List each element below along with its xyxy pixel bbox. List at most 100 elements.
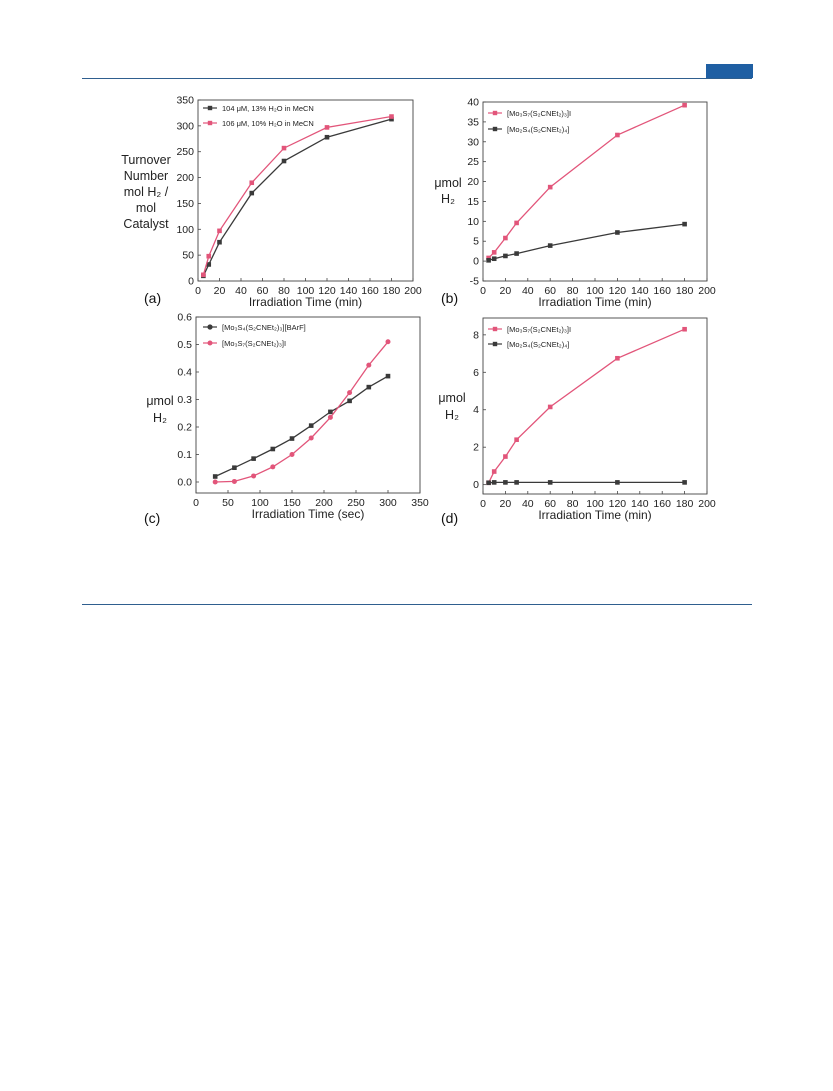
chart-panel-4: 0 20 40 60 80 100 120 140 160 180 200 0 2 4 6 8 Irradiat… [438, 317, 716, 526]
data-point [217, 239, 222, 245]
data-point [682, 102, 687, 108]
panel-label: (d) [441, 510, 458, 526]
legend-label: [Mo₂S₄(S₂CNEt₂)₄] [507, 340, 569, 349]
data-point [486, 480, 491, 486]
data-point [231, 478, 237, 484]
data-point [249, 190, 255, 196]
x-tick-label: 60 [544, 498, 556, 510]
data-point [514, 437, 519, 443]
x-tick-label: 40 [522, 285, 534, 297]
data-point [270, 446, 276, 452]
data-point [682, 480, 687, 485]
y-axis-label-line: Number [124, 169, 168, 183]
x-tick-label: 0 [480, 285, 486, 297]
series-line-2 [202, 115, 392, 275]
y-tick-label: 30 [467, 136, 479, 148]
data-point [289, 436, 295, 441]
data-point [327, 414, 333, 420]
y-axis-label-line: Catalyst [123, 217, 169, 231]
data-point [308, 435, 314, 441]
legend-marker [207, 120, 213, 126]
x-tick-label: 40 [522, 498, 534, 510]
data-point [547, 480, 553, 485]
y-tick-label: 0.1 [177, 449, 192, 461]
y-tick-label: 350 [176, 95, 194, 107]
panel-label: (a) [144, 290, 161, 306]
y-tick-label: 0.3 [177, 394, 192, 406]
x-axis-label: Irradiation Time (min) [538, 295, 651, 309]
x-tick-label: 160 [653, 285, 671, 297]
data-point [389, 116, 394, 122]
data-point [347, 398, 352, 404]
legend-label: [Mo₂S₄(S₂CNEt₂)₄] [507, 125, 569, 134]
x-tick-label: 80 [278, 285, 290, 297]
x-tick-label: 140 [631, 498, 649, 510]
series-line-1 [488, 328, 685, 484]
chart-panel-2: 0 20 40 60 80 100 120 140 160 180 200-505101520253… [434, 97, 716, 310]
data-point [232, 465, 237, 470]
x-tick-label: 180 [383, 285, 401, 297]
data-point [491, 250, 497, 255]
x-axis-label: Irradiation Time (sec) [252, 507, 365, 521]
x-tick-label: 200 [698, 285, 716, 297]
data-point [514, 251, 519, 256]
x-tick-label: 0 [195, 285, 201, 297]
x-tick-label: 100 [586, 285, 604, 297]
x-tick-label: 0 [480, 498, 486, 510]
series-line-1 [202, 118, 392, 277]
data-point [324, 125, 330, 130]
y-axis-label-line: Turnover [121, 153, 171, 167]
data-point [366, 362, 372, 368]
data-point [547, 243, 553, 248]
data-point [324, 134, 330, 140]
data-point [328, 409, 333, 415]
x-tick-label: 200 [315, 497, 333, 509]
data-point [281, 145, 287, 151]
header-rule [82, 78, 752, 79]
series-line-1 [214, 375, 389, 478]
y-tick-label: 35 [467, 116, 479, 128]
data-point [491, 480, 497, 485]
data-point [212, 479, 218, 485]
data-point [491, 469, 497, 474]
x-tick-label: 150 [283, 497, 301, 509]
y-tick-label: 0 [473, 256, 479, 268]
data-point [547, 404, 553, 410]
x-tick-label: 100 [586, 498, 604, 510]
x-tick-label: 180 [676, 498, 694, 510]
y-axis-label-line: μmol [146, 394, 173, 408]
y-axis-label-line: mol H₂ / [124, 185, 169, 199]
y-tick-label: 0.0 [177, 477, 192, 489]
data-point [503, 480, 508, 485]
x-tick-label: 50 [222, 497, 234, 509]
x-axis-label: Irradiation Time (min) [249, 295, 362, 309]
x-tick-label: 20 [214, 285, 226, 297]
data-point [251, 473, 257, 479]
data-point [682, 221, 687, 227]
data-point [270, 464, 276, 470]
data-point [206, 253, 212, 259]
data-point [249, 180, 255, 186]
y-tick-label: 5 [473, 236, 479, 248]
data-point [347, 390, 353, 396]
data-point [366, 384, 372, 390]
y-axis-label-line: mol [136, 201, 156, 215]
data-point [503, 454, 508, 459]
data-point [486, 255, 491, 261]
data-point [547, 184, 553, 190]
y-tick-label: 0.4 [177, 367, 192, 379]
data-point [308, 423, 314, 428]
legend-label: [Mo₃S₇(S₂CNEt₂)₃]I [507, 325, 571, 334]
y-tick-label: 50 [182, 250, 194, 262]
panel-label: (b) [441, 290, 458, 306]
x-tick-label: 80 [567, 285, 579, 297]
data-point [615, 355, 620, 361]
data-point [289, 452, 295, 457]
data-point [251, 456, 256, 461]
data-point [503, 253, 508, 259]
x-tick-label: 20 [500, 285, 512, 297]
legend-marker [492, 110, 498, 116]
y-tick-label: 6 [473, 367, 479, 379]
legend-label: 106 μM, 10% H₂O in MeCN [222, 119, 314, 128]
